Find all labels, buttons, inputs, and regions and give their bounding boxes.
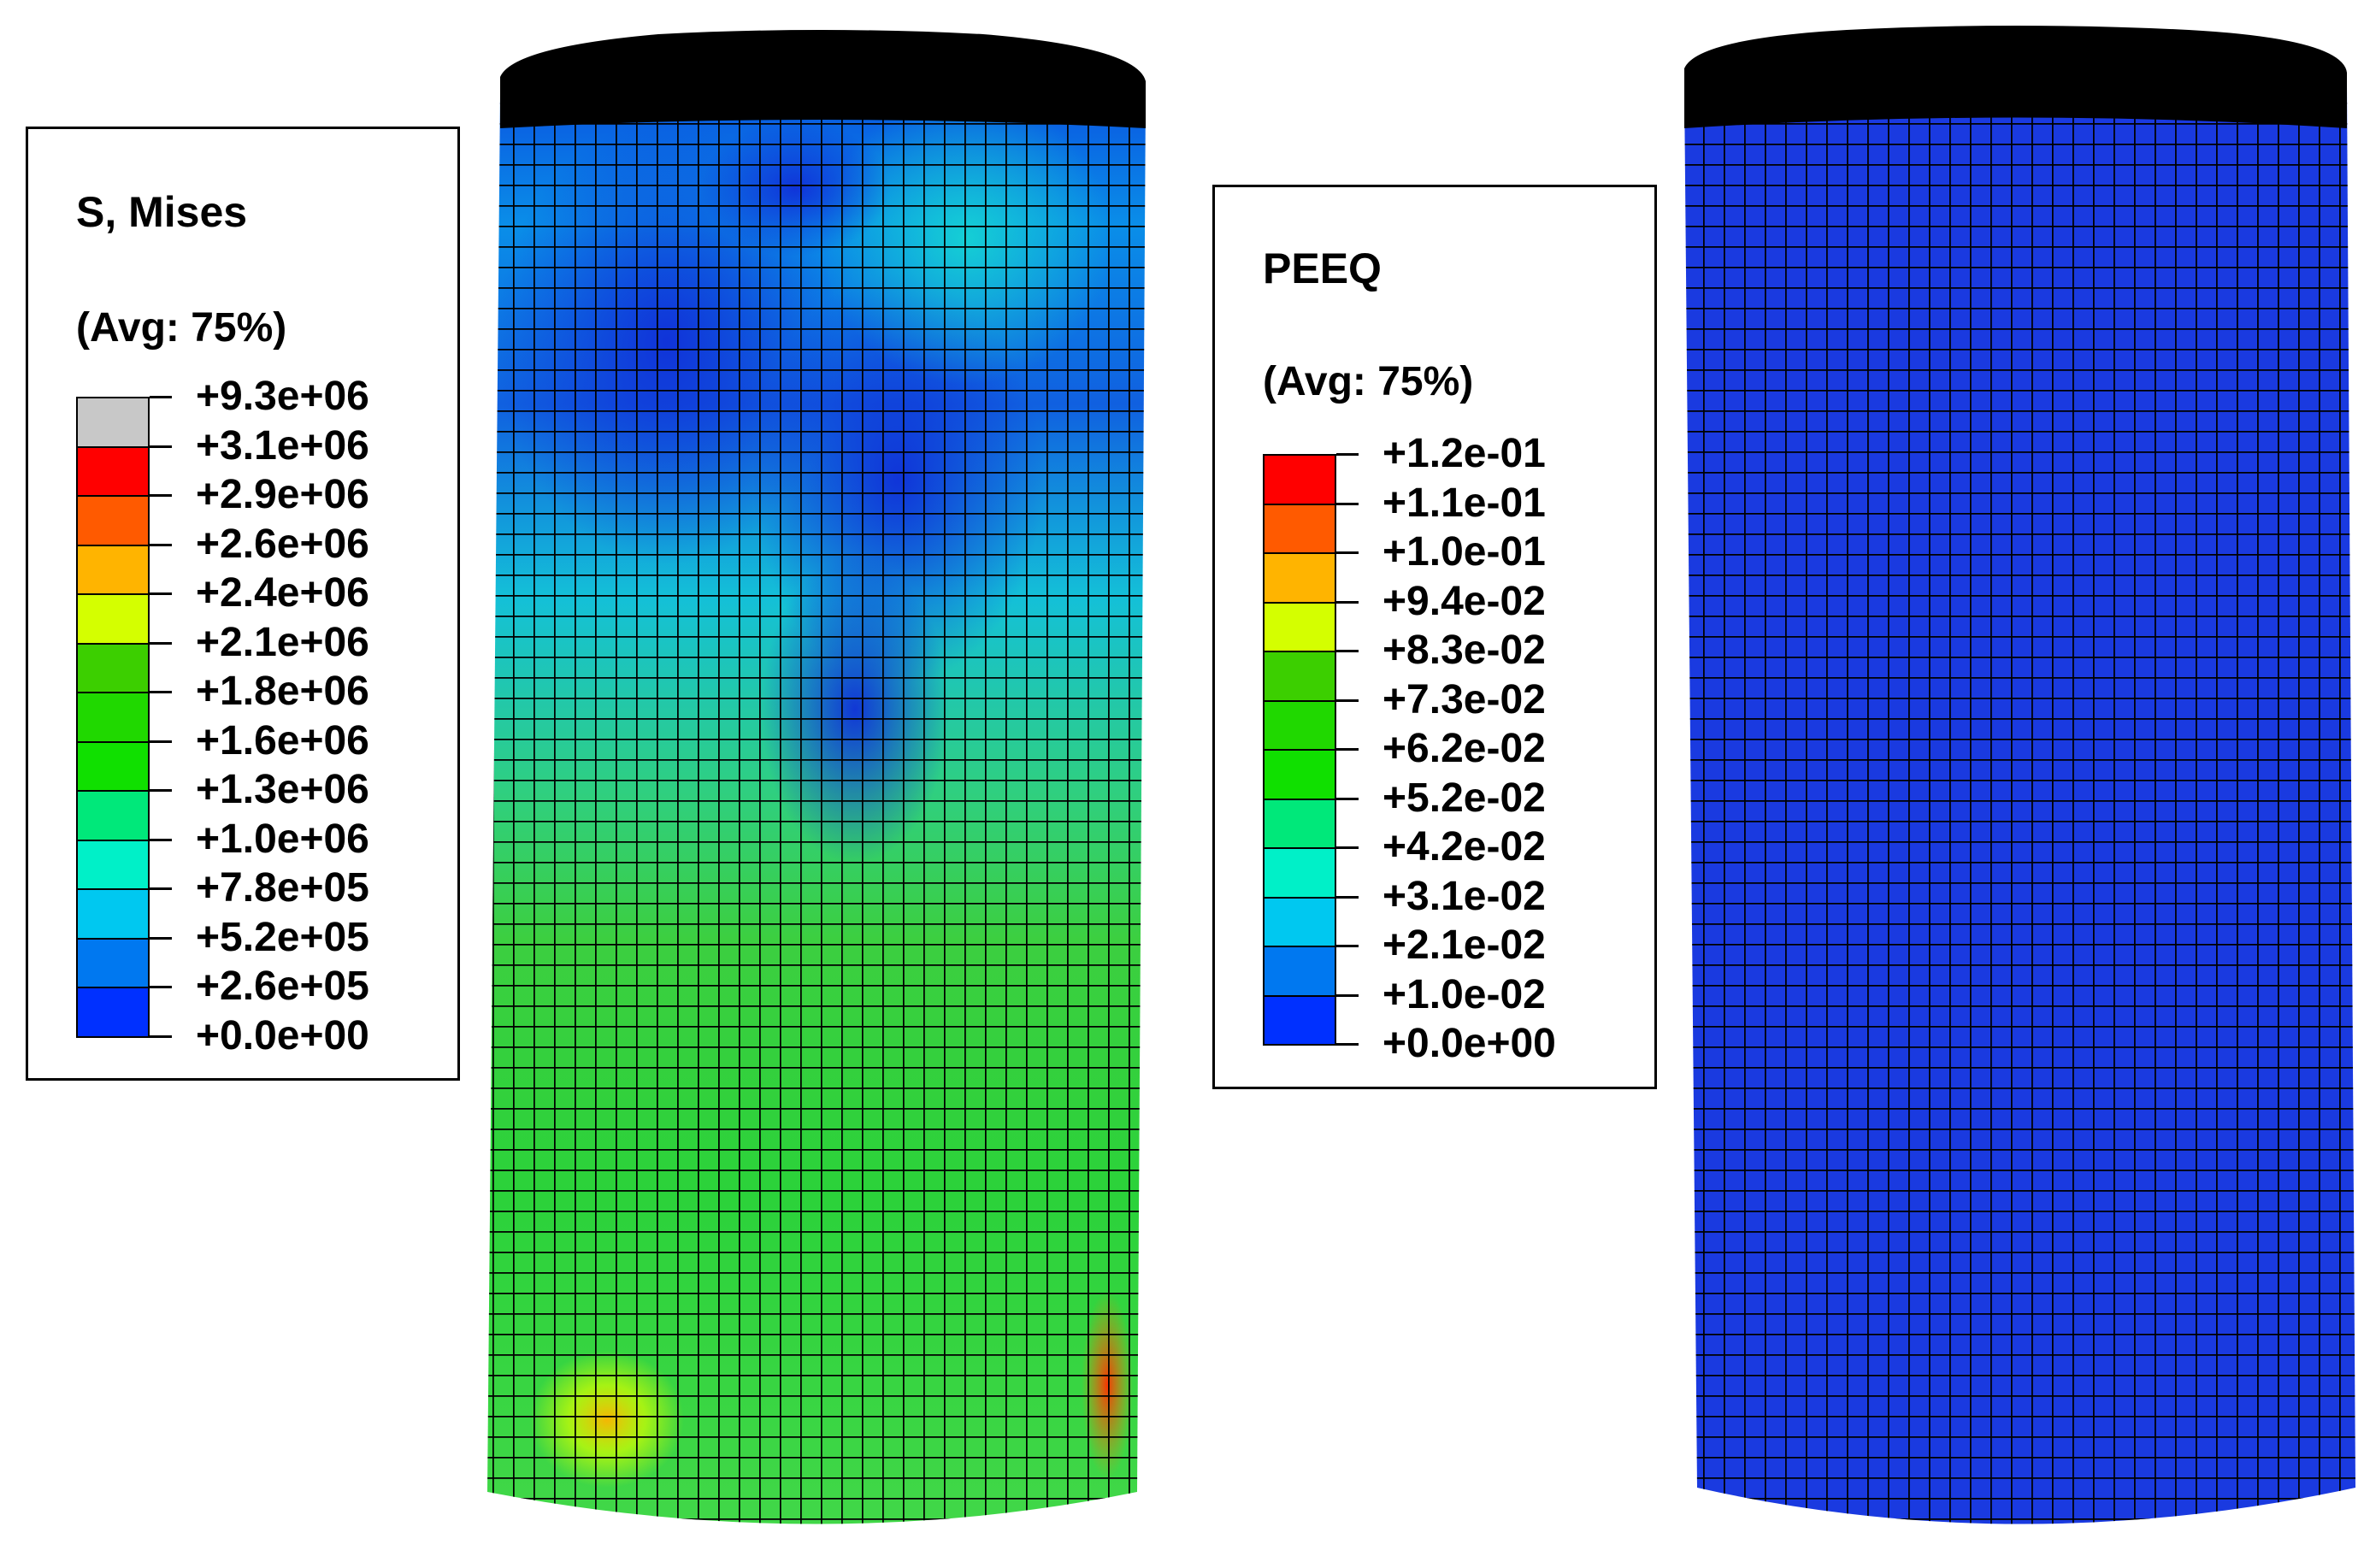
peeq-legend-swatch bbox=[1263, 454, 1336, 505]
mises-legend-swatch bbox=[76, 937, 150, 988]
peeq-legend-swatch bbox=[1263, 601, 1336, 652]
peeq-legend-tick bbox=[1336, 993, 1359, 997]
peeq-legend-tick bbox=[1336, 699, 1359, 702]
mises-legend-swatch bbox=[76, 544, 150, 595]
mises-legend-tick bbox=[150, 986, 172, 988]
peeq-legend-tick bbox=[1336, 748, 1359, 751]
peeq-legend-tick-label: +9.4e-02 bbox=[1382, 578, 1546, 624]
mises-legend-tick-label: +2.1e+06 bbox=[196, 619, 369, 665]
mises-legend-swatch bbox=[76, 445, 150, 497]
mises-legend-swatch bbox=[76, 397, 150, 448]
peeq-legend-swatch bbox=[1263, 798, 1336, 849]
mises-legend-tick-label: +1.8e+06 bbox=[196, 669, 369, 714]
peeq-legend-tick bbox=[1336, 1043, 1359, 1046]
peeq-legend-tick-label: +2.1e-02 bbox=[1382, 923, 1546, 968]
peeq-legend-swatch bbox=[1263, 651, 1336, 702]
mises-legend-tick-label: +3.1e+06 bbox=[196, 422, 369, 469]
mises-legend-tick-label: +1.0e+06 bbox=[196, 816, 369, 862]
peeq-legend-tick bbox=[1336, 551, 1359, 554]
peeq-legend-title: PEEQ bbox=[1263, 245, 1382, 292]
mises-legend: S, Mises (Avg: 75%) +9.3e+06 +3.1e+06 +2.9… bbox=[26, 127, 460, 1081]
mises-legend-tick bbox=[150, 641, 172, 645]
peeq-legend-tick-label: +5.2e-02 bbox=[1382, 775, 1546, 821]
mises-legend-tick bbox=[150, 740, 172, 743]
mises-contour-body bbox=[487, 94, 1146, 1524]
peeq-legend: PEEQ (Avg: 75%) +1.2e-01 +1.1e-01 +1.0e-01… bbox=[1212, 185, 1657, 1089]
mises-legend-tick-label: +2.4e+06 bbox=[196, 570, 369, 616]
peeq-legend-swatch bbox=[1263, 896, 1336, 947]
mises-legend-swatch bbox=[76, 495, 150, 546]
mises-legend-swatch bbox=[76, 642, 150, 693]
peeq-legend-swatch bbox=[1263, 946, 1336, 997]
peeq-legend-tick bbox=[1336, 945, 1359, 947]
peeq-legend-tick-label: +1.0e-01 bbox=[1382, 529, 1546, 575]
peeq-legend-tick-label: +8.3e-02 bbox=[1382, 628, 1546, 673]
peeq-legend-averaging: (Avg: 75%) bbox=[1263, 359, 1474, 404]
mises-legend-tick bbox=[150, 789, 172, 792]
mises-legend-swatch bbox=[76, 692, 150, 743]
mises-legend-tick-label: +9.3e+06 bbox=[196, 374, 369, 419]
mises-legend-tick bbox=[150, 592, 172, 595]
peeq-contour-body bbox=[1684, 85, 2355, 1524]
mises-legend-tick bbox=[150, 838, 172, 841]
peeq-legend-tick-label: +4.2e-02 bbox=[1382, 824, 1546, 869]
mises-legend-tick-label: +2.6e+06 bbox=[196, 521, 369, 567]
mises-legend-swatch bbox=[76, 987, 150, 1038]
mises-legend-tick-label: +5.2e+05 bbox=[196, 914, 369, 960]
peeq-legend-tick bbox=[1336, 797, 1359, 800]
peeq-legend-swatch bbox=[1263, 699, 1336, 751]
mises-legend-tick-label: +2.6e+05 bbox=[196, 964, 369, 1009]
peeq-legend-tick bbox=[1336, 600, 1359, 604]
peeq-legend-swatch bbox=[1263, 847, 1336, 899]
mises-legend-tick-label: +2.9e+06 bbox=[196, 472, 369, 517]
peeq-top-cap bbox=[1684, 26, 2347, 128]
peeq-legend-tick bbox=[1336, 846, 1359, 849]
mises-legend-tick-label: +1.6e+06 bbox=[196, 717, 369, 763]
mises-legend-tick-label: +7.8e+05 bbox=[196, 865, 369, 911]
mises-legend-tick bbox=[150, 1035, 172, 1038]
mises-legend-tick bbox=[150, 396, 172, 398]
mises-legend-averaging: (Avg: 75%) bbox=[76, 305, 287, 351]
peeq-legend-tick bbox=[1336, 895, 1359, 899]
mises-legend-title: S, Mises bbox=[76, 188, 248, 236]
peeq-legend-tick-label: +1.2e-01 bbox=[1382, 431, 1546, 476]
mises-legend-swatch bbox=[76, 839, 150, 890]
mises-legend-swatch bbox=[76, 888, 150, 940]
mises-legend-tick bbox=[150, 445, 172, 448]
mises-top-cap bbox=[500, 30, 1146, 128]
peeq-legend-tick-label: +1.0e-02 bbox=[1382, 971, 1546, 1017]
peeq-legend-swatch bbox=[1263, 552, 1336, 604]
mises-legend-swatch bbox=[76, 740, 150, 792]
peeq-legend-tick-label: +0.0e+00 bbox=[1382, 1021, 1556, 1066]
mises-legend-tick bbox=[150, 691, 172, 693]
mises-legend-tick bbox=[150, 494, 172, 497]
peeq-legend-tick-label: +7.3e-02 bbox=[1382, 676, 1546, 722]
mises-legend-tick bbox=[150, 543, 172, 546]
mises-legend-swatch bbox=[76, 593, 150, 645]
peeq-legend-tick-label: +1.1e-01 bbox=[1382, 480, 1546, 526]
peeq-legend-swatch bbox=[1263, 749, 1336, 800]
peeq-legend-tick bbox=[1336, 650, 1359, 652]
peeq-legend-tick-label: +3.1e-02 bbox=[1382, 873, 1546, 919]
mises-legend-tick-label: +0.0e+00 bbox=[196, 1012, 369, 1058]
peeq-legend-tick bbox=[1336, 502, 1359, 505]
peeq-legend-swatch bbox=[1263, 503, 1336, 554]
mises-legend-tick bbox=[150, 936, 172, 940]
mises-legend-tick-label: +1.3e+06 bbox=[196, 767, 369, 812]
peeq-legend-tick-label: +6.2e-02 bbox=[1382, 726, 1546, 771]
peeq-legend-swatch bbox=[1263, 994, 1336, 1046]
mises-legend-tick bbox=[150, 887, 172, 890]
peeq-legend-tick bbox=[1336, 453, 1359, 456]
mises-legend-swatch bbox=[76, 790, 150, 841]
